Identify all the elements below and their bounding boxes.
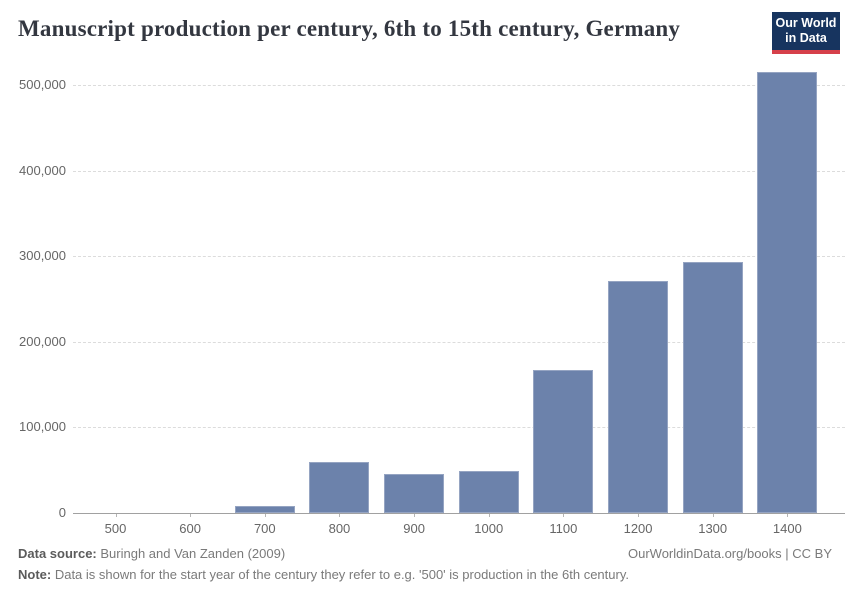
owid-logo[interactable]: Our World in Data — [772, 12, 840, 54]
x-axis-label-1300: 1300 — [698, 521, 728, 536]
bar-1400[interactable] — [757, 72, 818, 513]
x-tick-600 — [190, 513, 192, 517]
x-axis-baseline — [73, 513, 845, 514]
x-tick-1000 — [488, 513, 490, 517]
gridline-400,000 — [73, 170, 845, 172]
x-tick-500 — [115, 513, 117, 517]
gridline-300,000 — [73, 256, 845, 258]
owid-attribution-link[interactable]: OurWorldinData.org/books | CC BY — [628, 546, 832, 561]
note-line: Note: Data is shown for the start year o… — [18, 567, 832, 583]
owid-logo-line1: Our World — [775, 16, 837, 30]
x-tick-1400 — [787, 513, 789, 517]
chart-title: Manuscript production per century, 6th t… — [18, 16, 681, 41]
x-axis-label-1000: 1000 — [474, 521, 504, 536]
bar-1100[interactable] — [533, 370, 594, 513]
x-tick-700 — [264, 513, 266, 517]
note-label: Note: — [18, 567, 52, 582]
x-axis-label-1200: 1200 — [623, 521, 653, 536]
y-axis-label-300,000: 300,000 — [19, 248, 66, 264]
y-axis-label-100,000: 100,000 — [19, 419, 66, 435]
y-axis-label-200,000: 200,000 — [19, 333, 66, 349]
bar-900[interactable] — [384, 473, 445, 513]
bar-1300[interactable] — [682, 261, 743, 513]
bar-1000[interactable] — [458, 470, 519, 513]
y-axis-label-0: 0 — [58, 505, 66, 520]
x-axis-label-600: 600 — [179, 521, 201, 536]
x-tick-900 — [414, 513, 416, 517]
data-source-text: Buringh and Van Zanden (2009) — [96, 546, 286, 561]
x-tick-1200 — [638, 513, 640, 517]
x-tick-1100 — [563, 513, 565, 517]
x-axis-label-500: 500 — [104, 521, 127, 536]
chart-footer: Data source: Buringh and Van Zanden (200… — [18, 546, 832, 583]
y-axis-label-400,000: 400,000 — [19, 162, 66, 178]
x-axis-label-700: 700 — [253, 521, 276, 536]
bar-700[interactable] — [234, 506, 295, 513]
data-source-line: Data source: Buringh and Van Zanden (200… — [18, 546, 285, 562]
y-axis-label-500,000: 500,000 — [19, 77, 66, 92]
gridline-200,000 — [73, 341, 845, 343]
data-source-label: Data source: — [18, 546, 97, 561]
x-axis-label-900: 900 — [403, 521, 425, 536]
x-tick-1300 — [712, 513, 714, 517]
gridline-100,000 — [73, 427, 845, 429]
owid-logo-box: Our World in Data — [772, 12, 840, 50]
owid-logo-red-stripe — [772, 50, 840, 54]
note-text: Data is shown for the start year of the … — [51, 567, 629, 582]
gridline-500,000 — [73, 85, 845, 86]
x-axis-label-1100: 1100 — [549, 521, 578, 536]
owid-logo-line2: in Data — [785, 31, 827, 45]
x-axis-label-800: 800 — [328, 521, 351, 536]
bar-800[interactable] — [309, 462, 370, 513]
bar-1200[interactable] — [608, 281, 669, 513]
x-axis-label-1400: 1400 — [772, 521, 802, 536]
x-tick-800 — [339, 513, 341, 517]
